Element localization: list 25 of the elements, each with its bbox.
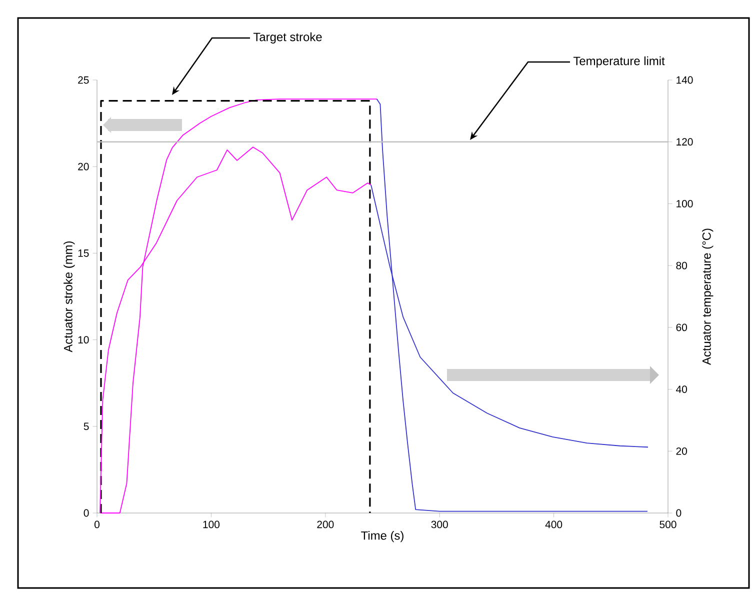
y2-tick-label: 80 (676, 262, 687, 270)
x-tick-label: 100 (203, 520, 220, 528)
x-tick-label: 300 (431, 520, 448, 528)
y2-tick-label: 100 (676, 200, 693, 208)
y-tick-label: 5 (84, 422, 89, 430)
x-axis-title: Time (s) (361, 531, 404, 542)
y2-tick-label: 0 (676, 509, 682, 517)
y2-tick-label: 140 (676, 76, 693, 84)
x-tick-label: 0 (94, 520, 100, 528)
x-tick-label: 200 (317, 520, 334, 528)
y-tick-label: 15 (78, 250, 89, 257)
y-tick-label: 20 (78, 162, 89, 170)
y2-tick-label: 120 (676, 138, 693, 146)
y-tick-label: 25 (78, 76, 89, 84)
y2-tick-label: 20 (676, 447, 687, 455)
x-tick-label: 500 (660, 520, 676, 528)
y2-axis-title: Actuator temperature (°C) (702, 228, 714, 365)
y2-tick-label: 40 (676, 386, 687, 393)
y2-tick-label: 60 (676, 324, 687, 332)
y-axis-title: Actuator stroke (mm) (64, 241, 75, 352)
text: Temperature limit (573, 56, 665, 68)
y-tick-label: 0 (84, 509, 89, 517)
x-tick-label: 400 (545, 520, 562, 528)
y-tick-label: 10 (78, 336, 89, 344)
text: Target stroke (253, 32, 322, 44)
